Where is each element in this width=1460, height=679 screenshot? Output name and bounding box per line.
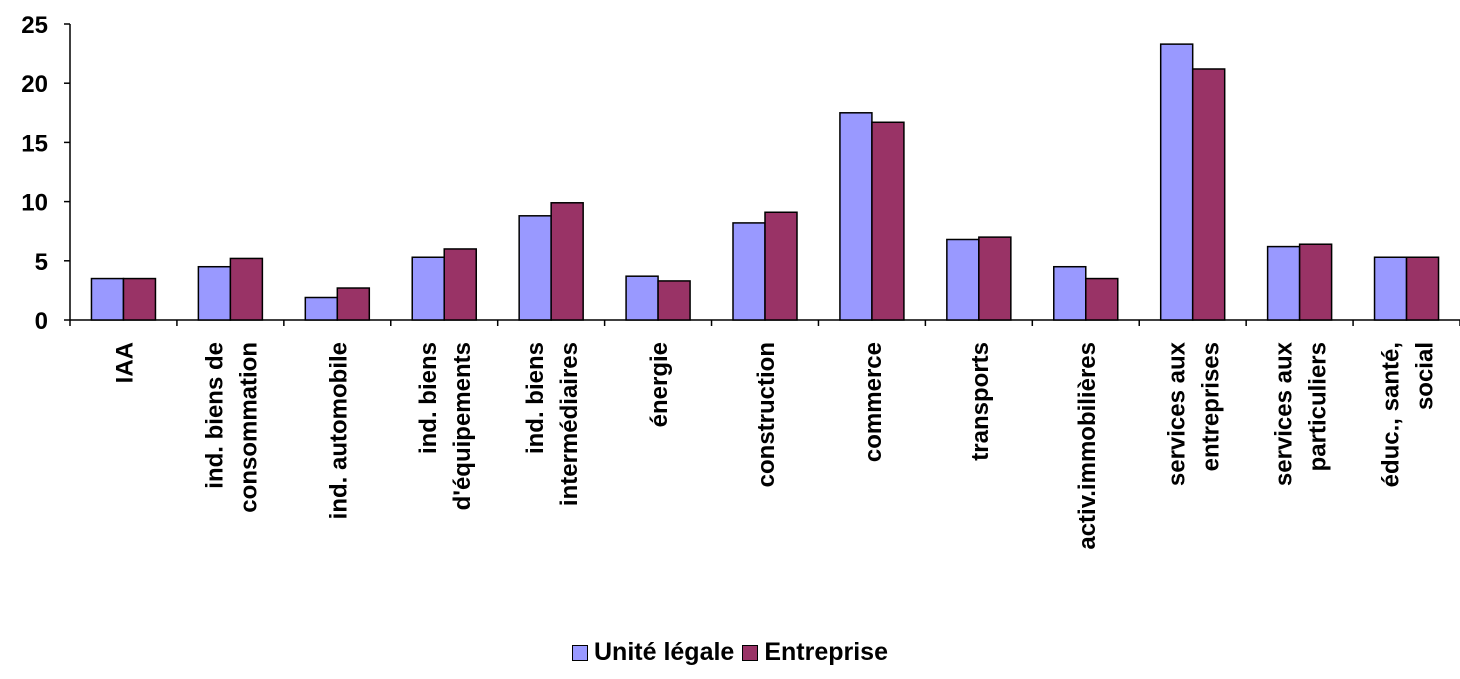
bars-group <box>90 43 1440 321</box>
bar-unite-legale <box>1053 265 1087 321</box>
bar-entreprise <box>657 280 691 321</box>
x-tick-label: ind. automobile <box>325 342 352 519</box>
bar-entreprise <box>1298 243 1333 321</box>
bar-entreprise <box>122 277 157 321</box>
legend-swatch-unite-legale <box>572 644 588 661</box>
bar-unite-legale <box>1266 245 1301 321</box>
x-tick-label: construction <box>753 342 780 487</box>
bar-unite-legale <box>732 222 766 321</box>
x-tick-label: commerce <box>860 342 887 462</box>
x-tick-label: ind. biens intermédiaires <box>522 342 583 506</box>
bar-unite-legale <box>518 215 552 321</box>
y-tick-label: 20 <box>21 71 48 98</box>
bar-entreprise <box>764 211 798 321</box>
bar-unite-legale <box>1373 256 1408 321</box>
axes-group: 0 5 10 15 20 25 <box>21 12 1460 335</box>
bar-entreprise <box>978 236 1012 321</box>
x-tick-label: services aux particuliers <box>1271 341 1332 486</box>
x-tick-label: services aux entreprises <box>1164 341 1225 486</box>
y-tick-label: 25 <box>21 12 48 39</box>
x-tick-label: énergie <box>646 342 673 427</box>
bar-entreprise <box>550 202 584 321</box>
bar-entreprise <box>1191 68 1226 321</box>
y-tick-label: 5 <box>35 249 48 276</box>
bar-entreprise <box>1085 277 1119 321</box>
y-tick-label: 0 <box>35 308 48 335</box>
x-tick-label: IAA <box>111 342 138 383</box>
bar-unite-legale <box>625 275 659 321</box>
x-tick-label: éduc., santé, social <box>1378 342 1439 487</box>
bar-entreprise <box>336 287 371 321</box>
bar-entreprise <box>871 121 905 321</box>
bar-unite-legale <box>90 277 125 321</box>
bar-unite-legale <box>304 296 339 321</box>
x-tick-label: transports <box>967 342 994 461</box>
bar-unite-legale <box>197 265 232 321</box>
y-tick-label: 15 <box>21 130 48 157</box>
x-tick-label: activ.immobilières <box>1074 342 1101 550</box>
legend-label-entreprise: Entreprise <box>764 638 888 666</box>
y-tick-label: 10 <box>21 190 48 217</box>
bar-unite-legale <box>411 256 445 321</box>
legend-label-unite-legale: Unité légale <box>594 638 735 666</box>
x-tick-label: ind. biens d'équipements <box>415 342 476 510</box>
legend-item-unite-legale: Unité légale <box>572 638 734 667</box>
bar-unite-legale <box>839 112 873 321</box>
x-tick-labels-group: IAA ind. biens de consommation ind. automob… <box>111 341 1438 549</box>
bar-entreprise <box>1405 256 1440 321</box>
bar-entreprise <box>443 248 477 321</box>
x-tick-label: ind. biens de consommation <box>201 342 262 513</box>
legend: Unité légale Entreprise <box>0 638 1460 667</box>
legend-swatch-entreprise <box>742 644 759 661</box>
bar-unite-legale <box>1159 43 1194 321</box>
legend-item-entreprise: Entreprise <box>742 638 888 667</box>
bar-unite-legale <box>946 238 980 321</box>
bar-entreprise <box>229 257 264 321</box>
